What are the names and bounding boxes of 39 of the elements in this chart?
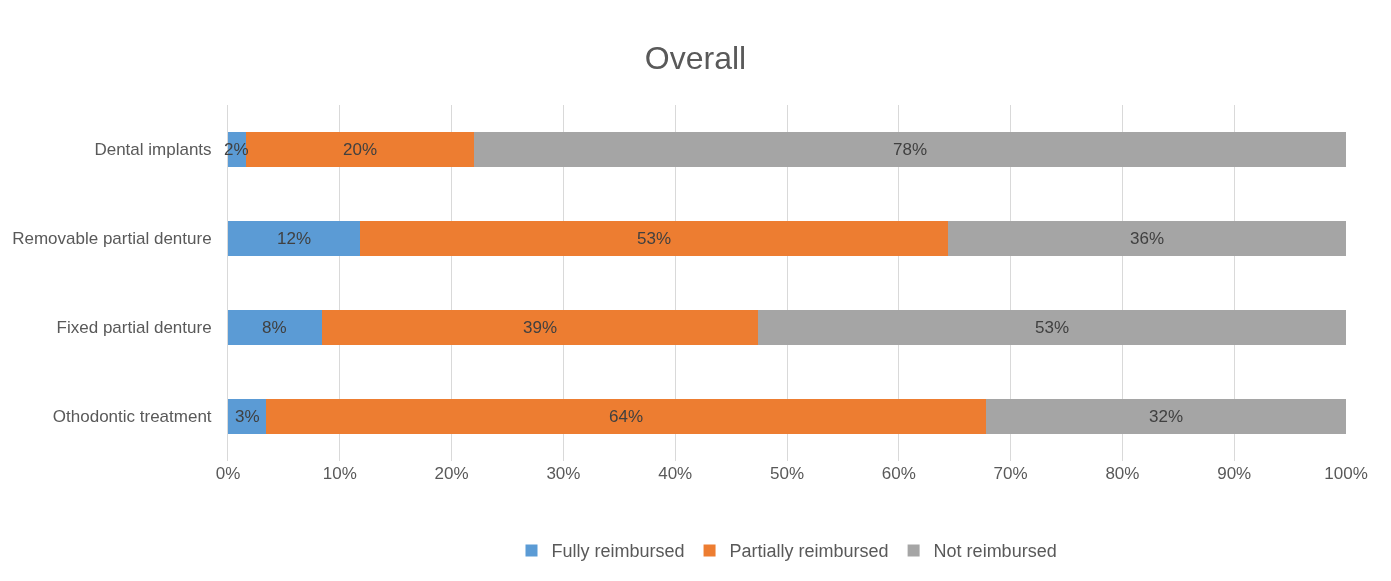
y-tick-label: Othodontic treatment (52, 407, 212, 427)
data-label: 8% (262, 318, 287, 337)
bar (359, 220, 948, 257)
x-tick-label: 90% (1217, 464, 1252, 483)
bar (947, 220, 1346, 257)
legend-label: Fully reimbursed (551, 541, 685, 562)
bar (986, 398, 1346, 435)
bar (266, 398, 986, 435)
data-label: 53% (637, 229, 672, 248)
y-tick-label: Dental implants (94, 140, 212, 160)
x-tick-label: 0% (215, 464, 241, 483)
x-tick-label: 60% (881, 464, 916, 483)
x-tick-label: 80% (1105, 464, 1140, 483)
data-label: 39% (523, 318, 558, 337)
bar (473, 131, 1346, 168)
bar (321, 309, 758, 346)
x-tick-label: 70% (993, 464, 1028, 483)
data-label: 3% (235, 407, 260, 426)
chart-title: Overall (644, 39, 747, 76)
data-label: 32% (1149, 407, 1184, 426)
data-label: 36% (1130, 229, 1165, 248)
data-label: 64% (609, 407, 644, 426)
data-label: 20% (343, 140, 378, 159)
bar (757, 309, 1346, 346)
x-tick-label: 30% (546, 464, 581, 483)
data-label: 53% (1035, 318, 1070, 337)
x-tick-label: 10% (322, 464, 357, 483)
bar (228, 309, 322, 346)
data-label: 78% (893, 140, 928, 159)
x-tick-label: 20% (434, 464, 469, 483)
legend-label: Not reimbursed (933, 541, 1057, 562)
legend-label: Partially reimbursed (729, 541, 889, 562)
x-tick-label: 50% (769, 464, 805, 483)
data-label: 12% (277, 229, 312, 248)
x-tick-label: 40% (658, 464, 693, 483)
y-tick-label: Removable partial denture (12, 229, 212, 249)
bar (228, 220, 360, 257)
y-tick-label: Fixed partial denture (56, 318, 212, 338)
x-tick-label: 100% (1324, 464, 1368, 483)
